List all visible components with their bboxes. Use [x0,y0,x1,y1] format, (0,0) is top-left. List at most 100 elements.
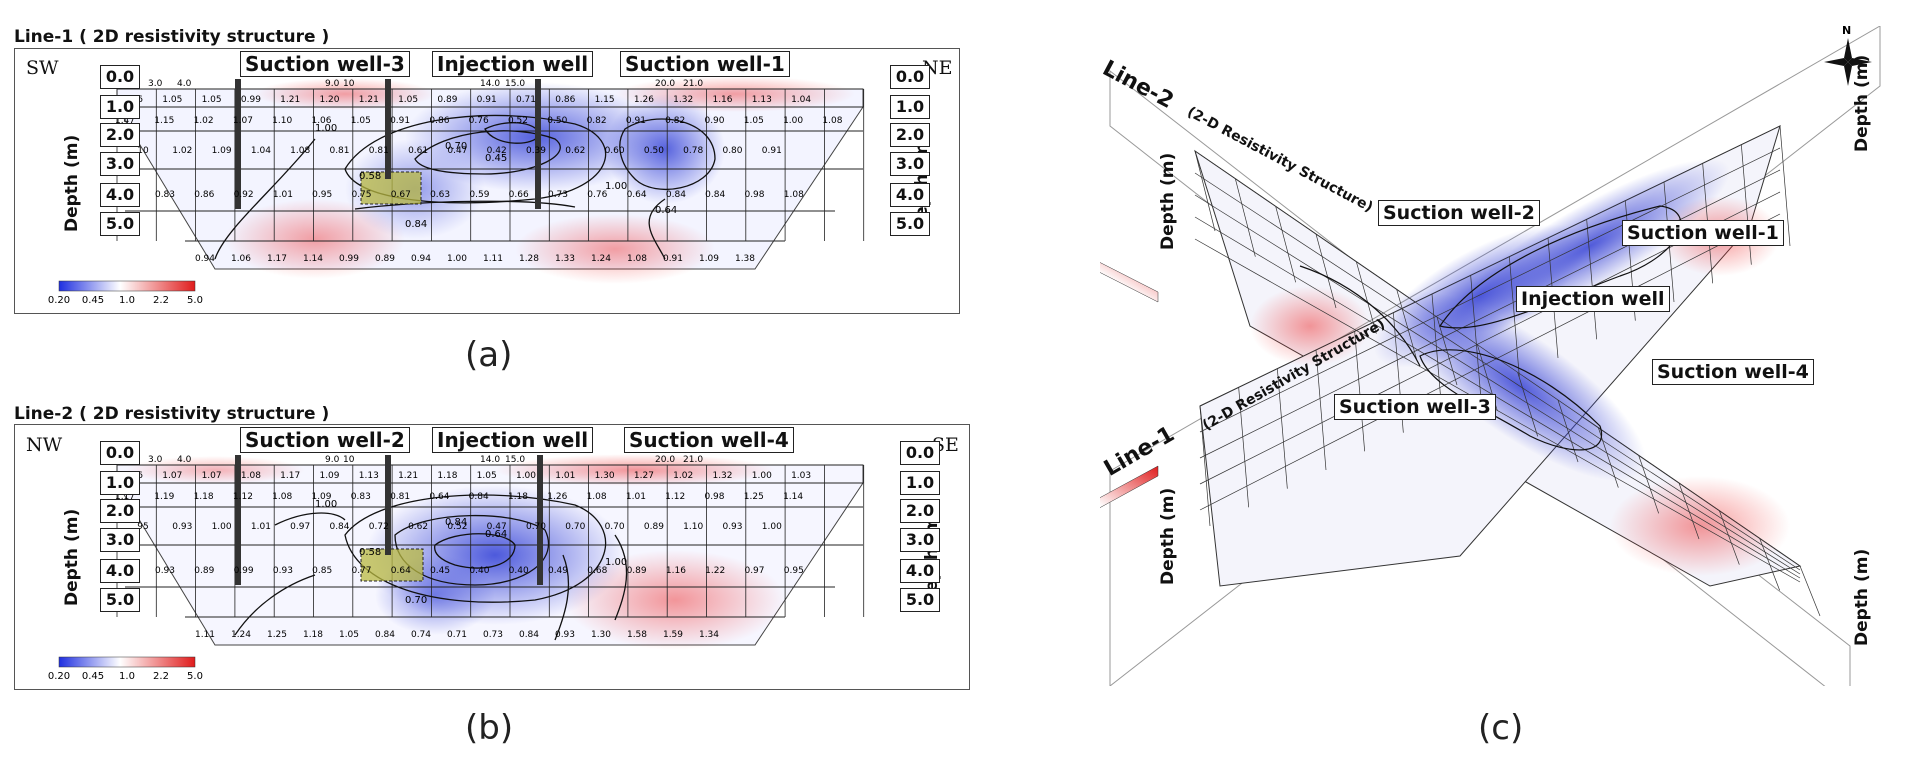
depth-tick-left: 4.0 [100,183,140,207]
cell-value: 0.73 [548,190,568,200]
cell-value: 1.00 [752,471,772,481]
cell-value: 0.81 [390,492,410,502]
cell-value: 0.84 [375,630,395,640]
cell-value: 1.09 [699,254,719,264]
cell-value: 0.90 [704,116,724,126]
cell-value: 1.58 [627,630,647,640]
cell-value: 1.00 [447,254,467,264]
cell-value: 1.09 [212,146,232,156]
cell-value: 1.10 [683,522,703,532]
cell-value: 1.00 [516,471,536,481]
cell-value: 0.62 [408,522,428,532]
well-bar [385,79,391,179]
cell-value: 0.97 [744,566,764,576]
well-bar [535,79,541,209]
contour-label: 0.70 [445,141,467,152]
well-label: Suction well-1 [620,51,790,77]
well-bar [537,455,543,585]
colorbar-tick: 0.20 [48,295,70,306]
cell-value: 0.83 [351,492,371,502]
x-tick-label: 9.0 [325,455,340,465]
grid-line [1517,372,1539,437]
cell-value: 0.49 [548,566,568,576]
colorbar [1100,465,1159,508]
cell-value: 1.06 [231,254,251,264]
north-arrow-icon: N [1824,26,1872,86]
cell-value: 0.50 [547,116,567,126]
grid-line [1470,275,1482,396]
cell-value: 1.28 [519,254,539,264]
caption-a: (a) [465,335,513,375]
cell-value: 1.19 [154,492,174,502]
cell-value: 0.93 [722,522,742,532]
cell-value: 0.42 [487,146,507,156]
cell-value: 1.01 [273,190,293,200]
grid-line [1315,349,1327,471]
panel-b-section: 0.20 0.45 1.0 2.2 5.0 2.0 3.0 4.0 9.010 14.0 15.0… [48,454,865,682]
depth-tick-left: 1.0 [100,471,140,495]
cell-value: 1.33 [555,254,575,264]
cell-value: 0.73 [483,630,503,640]
cell-value: 1.21 [359,95,379,105]
depth-tick-left: 0.0 [100,441,140,465]
well-bar [385,455,391,555]
cell-value: 0.77 [351,566,371,576]
cell-value: 0.89 [194,566,214,576]
caption-c: (c) [1478,708,1524,748]
cell-value: 1.14 [783,492,803,502]
cell-value: 1.05 [477,471,497,481]
cell-value: 10 [137,146,149,156]
grid-line [1799,565,1821,617]
grid-line [1354,331,1366,452]
cell-value: 1.18 [508,492,528,502]
well-label: Suction well-3 [1334,394,1496,420]
cell-value: 0.52 [508,116,528,126]
cell-value: 1.08 [272,492,292,502]
cell-value: 0.83 [155,190,175,200]
cell-value: 1.30 [591,630,611,640]
cell-value: 1.10 [272,116,292,126]
cell-value: 1.15 [595,95,615,105]
y-axis-label-c2: Depth (m) [1158,487,1178,585]
cell-value: 0.97 [290,522,310,532]
depth-tick-right: 0.0 [900,441,940,465]
contour-label: 1.00 [315,123,337,134]
well-bar [235,455,241,585]
depth-tick-left: 1.0 [100,95,140,119]
colorbar-tick: 2.2 [153,295,169,306]
x-tick-label: 4.0 [177,79,192,89]
depth-tick-left: 3.0 [100,528,140,552]
cell-value: 1.02 [673,471,693,481]
panel-b-title: Line-2 ( 2D resistivity structure ) [14,404,330,424]
cell-value: 0.98 [704,492,724,502]
cell-value: 1.08 [241,471,261,481]
cell-value: 1.11 [195,630,215,640]
grid-line [1586,219,1598,340]
cell-value: 1.07 [202,471,222,481]
depth-tick-left: 2.0 [100,123,140,147]
x-tick-label: 3.0 [148,79,163,89]
grid-line [1194,238,1801,583]
contour-label: 0.58 [359,547,381,558]
cell-value: 1.25 [267,630,287,640]
y-axis-label-c4: Depth (m) [1852,548,1872,646]
cell-value: 0.86 [429,116,449,126]
grid-line [1234,178,1256,257]
cell-value: 0.95 [784,566,804,576]
cell-value: 0.76 [469,116,489,126]
cell-value: 1.08 [290,146,310,156]
cell-value: 1.01 [626,492,646,502]
cell-value: 0.84 [519,630,539,640]
cell-value: 0.91 [477,95,497,105]
x-tick-label: 15.0 [505,79,525,89]
cell-value: 1.04 [791,95,811,105]
cell-value: 0.76 [587,190,607,200]
cell-value: 0.47 [447,146,467,156]
cell-value: 1.18 [437,471,457,481]
grid-line [1199,125,1781,407]
cell-value: 0.70 [565,522,585,532]
cell-value: 0.72 [369,522,389,532]
cell-value: 0.84 [705,190,725,200]
panel-a-title: Line-1 ( 2D resistivity structure ) [14,27,330,47]
well-label: Injection well [432,51,594,77]
